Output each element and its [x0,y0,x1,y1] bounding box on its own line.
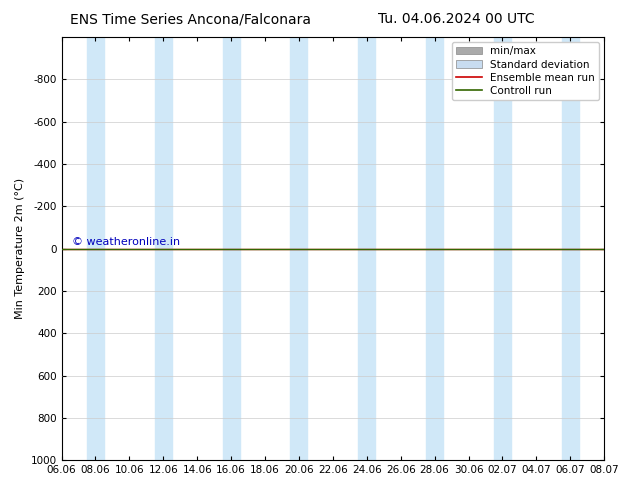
Bar [426,37,443,460]
Y-axis label: Min Temperature 2m (°C): Min Temperature 2m (°C) [15,178,25,319]
Bar [290,37,307,460]
Bar [358,37,375,460]
Bar [223,37,240,460]
Bar [494,37,511,460]
Text: ENS Time Series Ancona/Falconara: ENS Time Series Ancona/Falconara [70,12,311,26]
Legend: min/max, Standard deviation, Ensemble mean run, Controll run: min/max, Standard deviation, Ensemble me… [451,42,599,100]
Text: Tu. 04.06.2024 00 UTC: Tu. 04.06.2024 00 UTC [378,12,535,26]
Text: © weatheronline.in: © weatheronline.in [72,237,181,247]
Bar [87,37,104,460]
Bar [155,37,172,460]
Bar [562,37,579,460]
